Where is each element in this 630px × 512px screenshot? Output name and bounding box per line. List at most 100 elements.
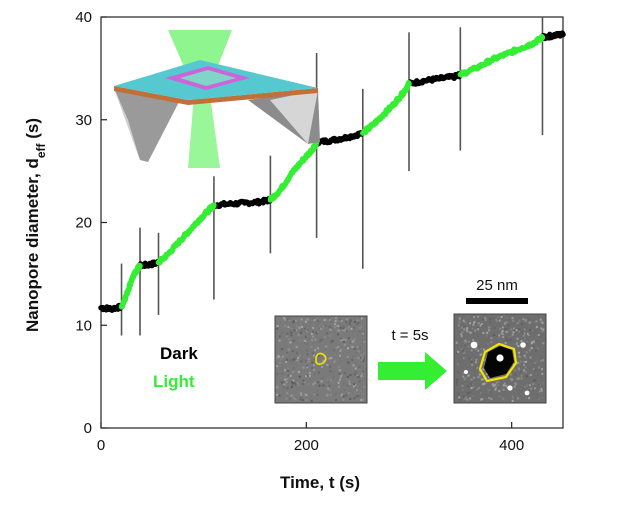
tem-speckle — [355, 322, 358, 325]
tem-speckle — [540, 392, 543, 395]
tem-speckle — [464, 377, 467, 380]
tem-speckle — [350, 337, 353, 340]
tem-speckle — [462, 357, 465, 360]
tem-speckle — [316, 317, 319, 320]
tem-speckle — [514, 341, 517, 344]
tem-speckle — [297, 357, 299, 359]
tem-speckle — [504, 373, 507, 376]
transition-label: t = 5s — [391, 327, 428, 344]
tem-speckle — [517, 345, 520, 348]
tem-speckle — [289, 341, 292, 344]
membrane-edge — [114, 86, 318, 105]
tem-speckle — [304, 393, 307, 395]
tem-speckle — [476, 348, 479, 351]
tem-speckle — [527, 318, 530, 321]
tem-speckle — [502, 336, 505, 339]
tem-speckle — [457, 327, 460, 330]
tem-speckle — [330, 340, 333, 343]
tem-speckle — [362, 332, 364, 335]
tem-speckle — [542, 328, 545, 331]
tem-speckle — [307, 383, 310, 386]
tem-speckle — [300, 329, 303, 332]
tem-speckle — [337, 333, 339, 336]
tem-speckle — [292, 326, 295, 329]
tem-speckle — [510, 378, 513, 381]
tem-speckle — [475, 347, 477, 350]
tem-speckle — [302, 379, 305, 382]
tem-speckle — [276, 365, 279, 368]
tem-speckle — [317, 354, 320, 357]
tem-speckle — [526, 375, 528, 378]
tem-speckle — [469, 397, 472, 400]
tem-speckle — [479, 353, 482, 356]
tem-speckle — [277, 388, 280, 390]
tem-speckle — [494, 318, 497, 321]
tem-speckle — [502, 333, 505, 336]
tem-speckle — [294, 337, 297, 340]
tem-speckle — [314, 349, 317, 352]
tem-speckle — [283, 369, 286, 372]
tem-speckle — [524, 356, 527, 359]
tem-speckle — [503, 322, 506, 325]
tem-speckle — [281, 348, 284, 351]
tem-speckle — [300, 392, 302, 395]
tem-speckle — [470, 383, 473, 386]
tem-speckle — [455, 381, 458, 384]
tem-speckle — [533, 329, 536, 332]
tem-speckle — [461, 388, 464, 391]
tem-speckle — [464, 321, 467, 324]
tem-speckle — [351, 341, 354, 343]
tem-speckle — [516, 337, 519, 340]
tem-speckle — [326, 379, 329, 382]
tem-speckle — [458, 396, 461, 399]
tem-speckle — [461, 383, 464, 386]
tem-speckle — [321, 361, 324, 364]
tem-speckle — [464, 396, 467, 399]
tem-speckle — [458, 317, 461, 320]
tem-speckle — [488, 376, 491, 378]
tem-speckle — [297, 362, 300, 365]
tem-speckle — [509, 373, 512, 376]
tem-speckle — [324, 394, 327, 397]
tem-speckle — [293, 356, 296, 359]
tem-speckle — [354, 337, 357, 340]
tem-speckle — [323, 337, 326, 340]
nanopore-schematic-inset — [114, 30, 320, 168]
tem-speckle — [490, 397, 493, 400]
tem-speckle — [282, 375, 285, 377]
tem-speckle — [522, 388, 525, 390]
tem-speckle — [538, 382, 541, 385]
tem-speckle — [472, 395, 475, 397]
tem-speckle — [527, 333, 530, 336]
tem-speckle — [345, 320, 348, 323]
tem-speckle — [525, 351, 528, 354]
tem-speckle — [505, 331, 508, 333]
tem-speckle — [332, 381, 335, 384]
tem-speckle — [323, 325, 326, 328]
tem-speckle — [522, 340, 525, 343]
tem-speckle — [287, 369, 289, 372]
tem-speckle — [469, 331, 472, 334]
tem-speckle — [288, 317, 291, 320]
tem-speckle — [283, 383, 286, 386]
series-line-dark — [137, 259, 162, 270]
tem-speckle — [357, 350, 360, 353]
tem-speckle — [345, 330, 348, 333]
tem-speckle — [529, 329, 532, 332]
tem-speckle — [301, 327, 304, 330]
tem-speckle — [512, 397, 514, 400]
tem-speckle — [278, 335, 281, 338]
legend-dark: Dark — [160, 344, 198, 363]
tem-speckle — [470, 349, 473, 352]
tem-speckle — [493, 327, 496, 329]
tem-speckle — [298, 327, 301, 330]
series-line-light — [155, 202, 217, 266]
tem-speckle — [292, 340, 295, 343]
error-bars — [120, 17, 544, 336]
tem-speckle — [286, 318, 289, 321]
tem-speckle — [295, 322, 298, 325]
x-tick-label: 200 — [294, 437, 319, 454]
tem-speckle — [484, 375, 487, 378]
tem-speckle — [485, 373, 488, 375]
tem-speckle — [337, 380, 340, 383]
